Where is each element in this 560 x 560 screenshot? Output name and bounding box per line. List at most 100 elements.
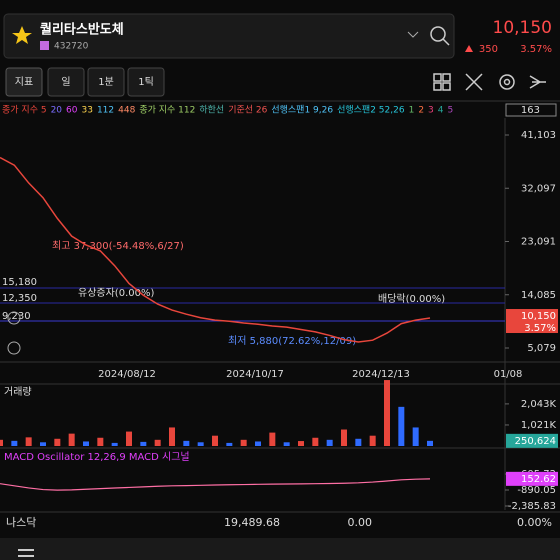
indicator-label: 지표 (15, 76, 33, 88)
legend-item: 하한선 (199, 105, 224, 116)
volume-bar (341, 429, 347, 446)
macd-title: MACD Oscillator 12,26,9 MACD 시그널 (4, 451, 190, 463)
low-annotation: 최저 5,880(72.62%,12/09) (228, 335, 356, 347)
volume-bar (169, 427, 175, 446)
volume-bar (183, 440, 190, 446)
count-label: 163 (521, 105, 540, 116)
volume-bar (427, 440, 433, 446)
y-tick-label: 2,043K (521, 399, 557, 410)
current-price: 10,150 (493, 18, 552, 38)
menu-icon[interactable] (18, 549, 34, 557)
legend-item: 20 (51, 106, 63, 116)
dropdown[interactable] (407, 31, 419, 38)
volume-bar (298, 441, 304, 446)
volume-bar (11, 440, 18, 446)
tick-label: 1틱 (138, 76, 154, 88)
minute-button[interactable] (87, 67, 125, 97)
volume-bar (25, 437, 32, 446)
volume-bar (369, 435, 376, 446)
last-price: 10,150 (521, 311, 556, 322)
x-tick-label: 2024/10/17 (226, 369, 284, 380)
volume-bar (384, 380, 390, 446)
search-icon-handle (442, 38, 450, 46)
volume-bar (255, 441, 261, 446)
y-tick-label: 32,097 (521, 183, 556, 194)
up-arrow (465, 45, 473, 52)
volume-bar (97, 437, 104, 446)
volume-bar (269, 432, 276, 446)
volume-bar (68, 433, 75, 446)
level-label: 9,230 (2, 311, 31, 322)
rights-annotation: 유상증자(0.00%) (78, 287, 154, 299)
stock-name: 퀄리타스반도체 (40, 22, 124, 38)
macd-last: 152.62 (521, 474, 556, 485)
y-tick-label: -890.05 (517, 485, 556, 496)
legend-item: 3 (428, 106, 434, 116)
level-label: 15,180 (2, 277, 37, 288)
index-name: 나스닥 (6, 516, 36, 529)
toolbar-icons[interactable] (433, 73, 546, 91)
volume-title: 거래량 (4, 386, 32, 398)
legend-item: 112 (97, 106, 114, 116)
y-tick-label: -2,385.83 (508, 501, 556, 512)
volume-bar (40, 442, 46, 446)
macd-line (0, 478, 431, 491)
volume-bar (412, 427, 419, 446)
zoom-out[interactable] (7, 341, 21, 355)
index-value: 19,489.68 (224, 516, 280, 529)
search-box[interactable] (3, 13, 455, 59)
volume-bar (126, 431, 132, 446)
period-button[interactable] (47, 67, 85, 97)
volume-bar (283, 442, 290, 446)
legend-item: 60 (66, 106, 78, 116)
x-tick-label: 2024/08/12 (98, 369, 156, 380)
indicator-button[interactable] (5, 67, 43, 97)
volume-bar (312, 437, 319, 446)
count-box (505, 103, 557, 117)
volume-bar (240, 439, 247, 446)
level-label: 12,350 (2, 293, 37, 304)
indicator-legend: 종가 지수 5 20 60 33 112 448 종가 지수 112 하한선 기준선 26 선행스… (2, 104, 453, 116)
legend-item: 선행스팬1 9,26 (271, 104, 333, 116)
volume-bar (326, 439, 333, 446)
y-tick-label: 23,091 (521, 237, 556, 248)
stock-code: 432720 (54, 42, 89, 52)
legend-item: 2 (418, 106, 424, 116)
volume-last-box (506, 433, 558, 448)
dividend-annotation: 배당락(0.00%) (378, 293, 445, 305)
last-price-box (506, 309, 558, 334)
legend-item: 1 (409, 106, 415, 116)
price-change: 350 (479, 44, 498, 55)
volume-bar (154, 439, 161, 446)
volume-bar (111, 442, 118, 446)
legend-item: 종가 지수 5 (2, 105, 47, 116)
favorite-star[interactable] (12, 26, 32, 44)
legend-item: 33 (81, 106, 92, 116)
volume-bar (140, 441, 147, 446)
search-icon[interactable] (430, 26, 446, 42)
volume-bar (355, 438, 362, 446)
volume-last: 250,624 (515, 436, 556, 447)
legend-item: 4 (438, 106, 444, 116)
index-change: 0.00 (348, 516, 373, 529)
bottom-nav (0, 538, 560, 560)
tick-button[interactable] (127, 67, 165, 97)
y-tick-label: 5,079 (527, 343, 556, 354)
high-annotation: 최고 37,300(-54.48%,6/27) (52, 240, 184, 252)
volume-bar (398, 406, 405, 446)
index-change-pct: 0.00% (517, 516, 552, 529)
price-change-pct: 3.57% (520, 44, 552, 55)
legend-item: 종가 지수 112 (139, 105, 195, 116)
volume-bar (212, 435, 218, 446)
zoom-in[interactable] (7, 311, 21, 325)
volume-bar (0, 439, 3, 446)
price-line (0, 156, 431, 343)
minute-label: 1분 (98, 76, 114, 88)
last-pct: 3.57% (524, 323, 556, 334)
volume-bar (83, 441, 89, 446)
legend-item: 선행스팬2 52,26 (337, 104, 405, 116)
volume-bar (54, 438, 61, 446)
x-tick-label: 01/08 (494, 369, 523, 380)
market-badge (40, 41, 49, 50)
